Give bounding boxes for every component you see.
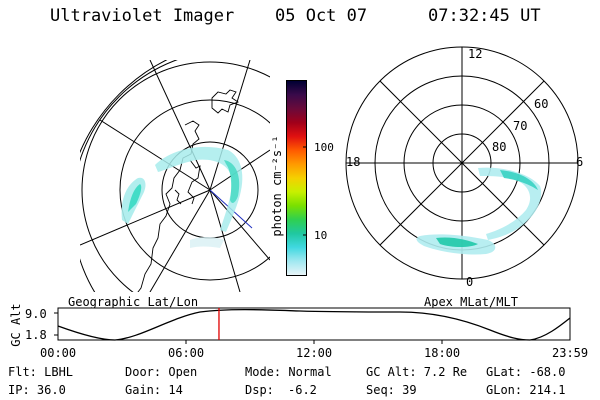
- status-dsp-value: -6.2: [288, 383, 317, 397]
- timeline-xtick-1200: 12:00: [296, 346, 333, 360]
- timeline-ylabel: GC Alt: [9, 303, 23, 347]
- polar-hour-12: 12: [468, 47, 483, 61]
- timeline-xtick-1800: 18:00: [424, 346, 461, 360]
- geo-meridian: [209, 189, 270, 261]
- colorbar-tick-100: 100: [314, 141, 334, 154]
- geo-aurora: [121, 146, 243, 248]
- geo-lat-circle: [119, 99, 270, 281]
- status-filter: Flt: LBHL: [8, 365, 74, 379]
- status-glat: GLat: -68.0: [486, 365, 566, 379]
- polar-hour-18: 18: [346, 155, 361, 169]
- status-dsp-label: Dsp:: [245, 383, 274, 397]
- geo-meridian: [209, 189, 241, 292]
- status-gain: Gain: 14: [125, 383, 183, 397]
- geo-meridian: [99, 119, 211, 191]
- observation-time: 07:32:45 UT: [428, 6, 541, 26]
- timeline-xtick-2359: 23:59: [552, 346, 589, 360]
- geo-map-label: Geographic Lat/Lon: [68, 295, 199, 309]
- status-glon: GLon: 214.1: [486, 383, 566, 397]
- polar-lat-label-70: 70: [513, 119, 528, 133]
- polar-lat-label-80: 80: [492, 140, 507, 154]
- timeline-ytick-1.8: 1.8: [25, 328, 47, 342]
- geo-lat-circle: [81, 61, 270, 292]
- colorbar-tick-10: 10: [314, 229, 328, 242]
- geo-meridian: [80, 189, 211, 246]
- polar-lat-label-60: 60: [534, 97, 549, 111]
- geo-meridian: [209, 60, 251, 191]
- polar-hour-0: 0: [466, 275, 474, 289]
- polar-aurora: [416, 167, 542, 255]
- observation-date: 05 Oct 07: [275, 6, 368, 26]
- status-gc-alt: GC Alt: 7.2 Re: [366, 365, 468, 379]
- status-door: Door: Open: [125, 365, 198, 379]
- status-mode: Mode: Normal: [245, 365, 332, 379]
- coastline: [137, 89, 239, 292]
- polar-map-label: Apex MLat/MLT: [424, 295, 518, 309]
- timeline-xtick-0000: 00:00: [40, 346, 77, 360]
- altitude-curve: [57, 308, 571, 341]
- status-seq: Seq: 39: [366, 383, 417, 397]
- colorbar: [286, 80, 307, 276]
- polar-diagonal: [379, 80, 545, 246]
- status-ip: IP: 36.0: [8, 383, 66, 397]
- geo-meridian: [149, 189, 211, 292]
- timeline-xtick-0600: 06:00: [168, 346, 205, 360]
- timeline-ytick-9: 9.0: [25, 307, 47, 321]
- instrument-title: Ultraviolet Imager: [50, 6, 235, 26]
- polar-hour-6: 6: [576, 155, 584, 169]
